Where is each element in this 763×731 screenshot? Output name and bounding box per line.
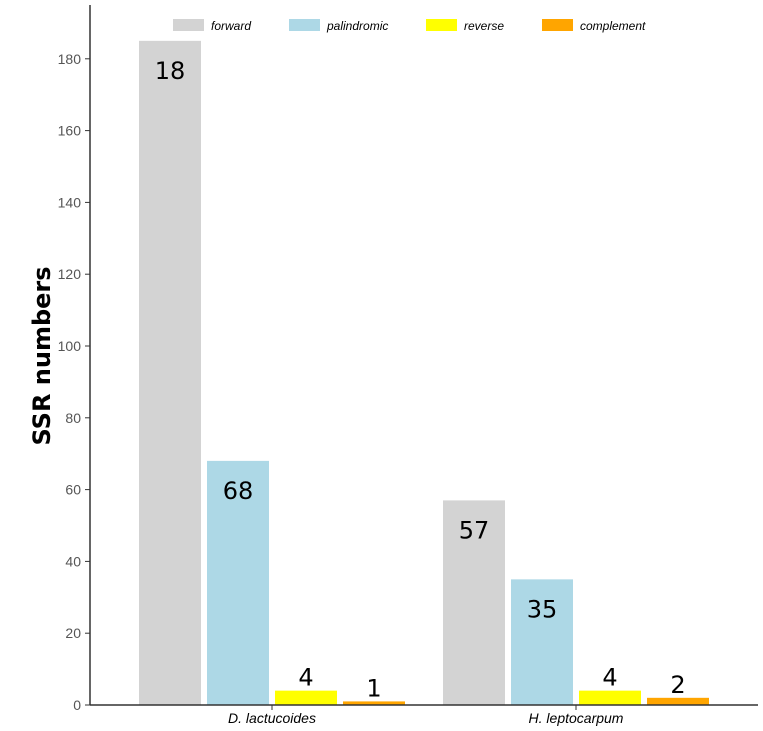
y-tick-label: 100 (58, 338, 82, 354)
bar-reverse (579, 690, 641, 705)
legend-swatch-forward (173, 19, 204, 31)
y-tick-label: 40 (65, 553, 81, 569)
bars (139, 40, 709, 706)
data-label-palindromic: 35 (527, 595, 558, 623)
x-axis: D. lactucoides H. leptocarpum (90, 704, 758, 726)
data-labels: 18 68 4 1 57 35 4 2 (155, 57, 686, 703)
legend-label-forward: forward (211, 19, 251, 33)
bar-complement (343, 701, 405, 705)
y-tick-label: 140 (58, 194, 82, 210)
y-tick-label: 120 (58, 266, 82, 282)
y-tick-label: 20 (65, 625, 81, 641)
y-axis: 0 20 40 60 80 100 120 140 160 180 (58, 5, 91, 713)
data-label-reverse: 4 (602, 664, 617, 692)
data-label-complement: 2 (670, 671, 685, 699)
y-tick-label: 180 (58, 51, 82, 67)
y-tick-label: 80 (65, 410, 81, 426)
bar-palindromic (207, 460, 269, 705)
legend-label-palindromic: palindromic (326, 19, 388, 33)
data-label-palindromic: 68 (223, 477, 254, 505)
legend-swatch-palindromic (289, 19, 320, 31)
data-label-forward: 18 (155, 57, 186, 85)
y-tick-label: 160 (58, 123, 82, 139)
bar-reverse (275, 690, 337, 705)
bar-forward (139, 40, 201, 706)
legend-label-complement: complement (580, 19, 646, 33)
bar-palindromic (511, 579, 573, 705)
y-tick-label: 0 (73, 697, 81, 713)
data-label-reverse: 4 (298, 664, 313, 692)
legend-swatch-complement (542, 19, 573, 31)
x-tick-label: D. lactucoides (228, 710, 316, 726)
y-tick-label: 60 (65, 482, 81, 498)
bar-forward (443, 500, 505, 705)
x-tick-label: H. leptocarpum (529, 710, 624, 726)
legend-label-reverse: reverse (464, 19, 504, 33)
bar-complement (647, 697, 709, 705)
legend: forward palindromic reverse complement (173, 19, 646, 33)
y-axis-title: SSR numbers (28, 266, 56, 445)
data-label-complement: 1 (366, 674, 381, 702)
data-label-forward: 57 (459, 516, 490, 544)
legend-swatch-reverse (426, 19, 457, 31)
